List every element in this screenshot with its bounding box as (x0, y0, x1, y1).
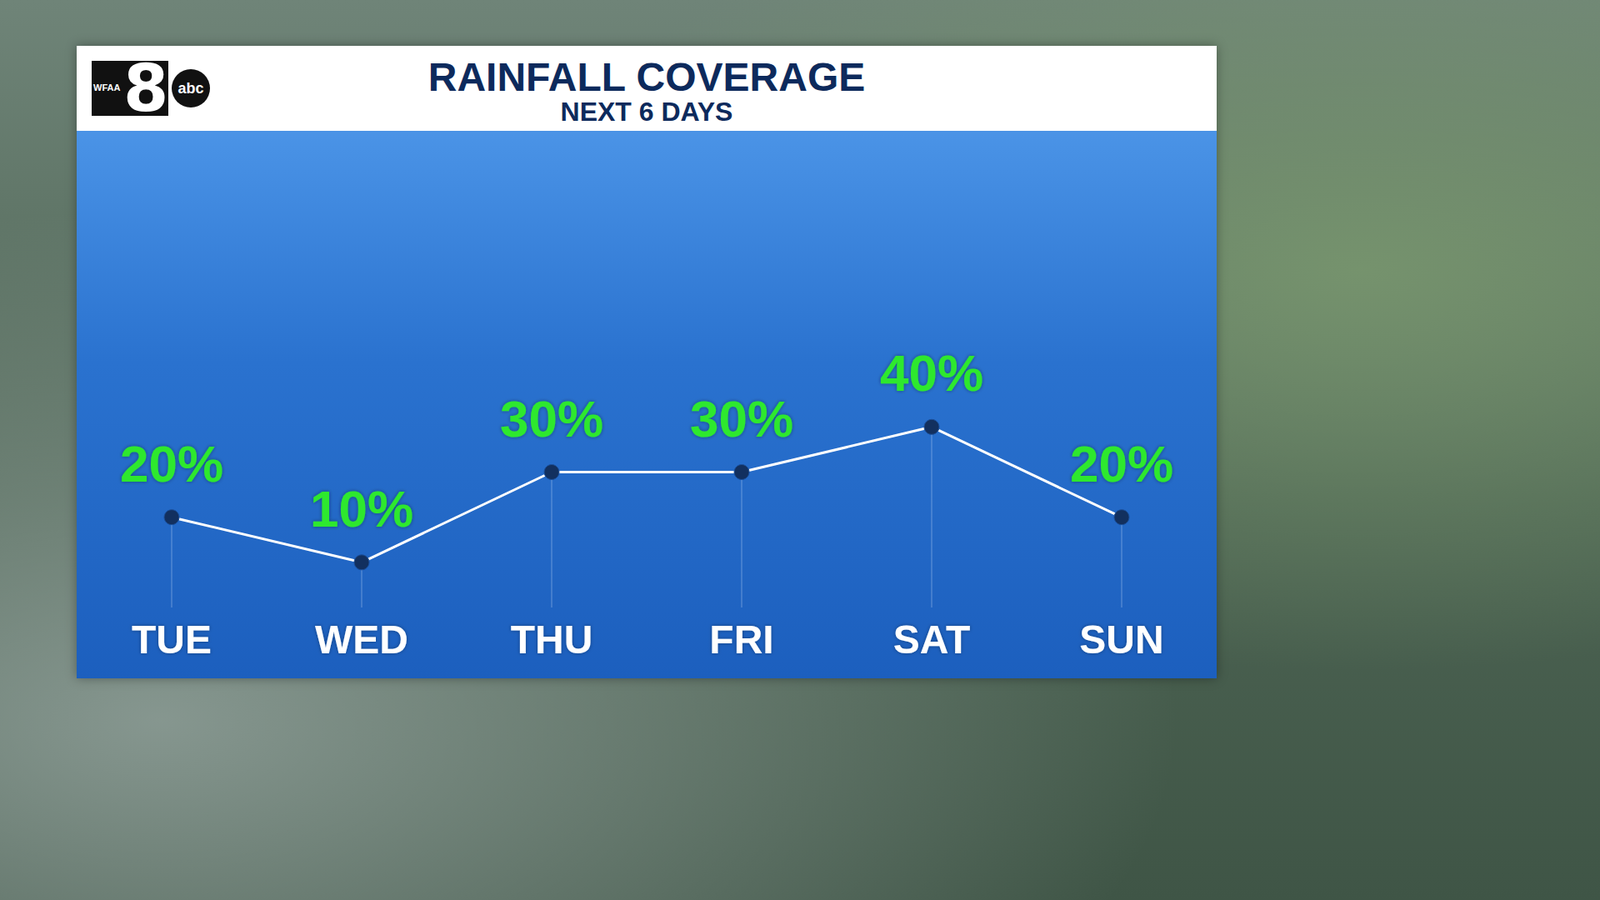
html-text:abc: abc (177, 80, 204, 97)
svg-text:RAINFALL COVERAGE: RAINFALL COVERAGE (428, 55, 865, 100)
svg-text:30%: 30% (690, 390, 794, 448)
svg-text:THU: THU (510, 617, 594, 662)
svg-text:20%: 20% (120, 435, 224, 493)
svg-text:SUN: SUN (1079, 617, 1164, 662)
html-text:WFAA: WFAA (93, 82, 121, 93)
svg-text:SAT: SAT (893, 617, 970, 662)
svg-text:WED: WED (315, 617, 409, 662)
svg-text:30%: 30% (500, 390, 604, 448)
svg-text:10%: 10% (310, 480, 414, 538)
svg-text:TUE: TUE (131, 617, 212, 662)
html-text:8: 8 (123, 50, 169, 126)
svg-text:NEXT 6 DAYS: NEXT 6 DAYS (560, 96, 734, 127)
svg-text:40%: 40% (880, 344, 984, 402)
svg-text:FRI: FRI (709, 617, 774, 662)
svg-text:20%: 20% (1070, 435, 1174, 493)
